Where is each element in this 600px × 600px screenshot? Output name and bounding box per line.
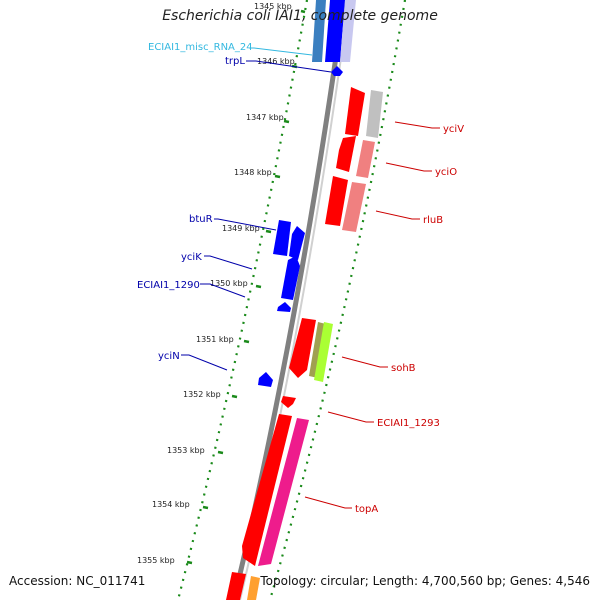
kbp-labels: 1345 kbp 1346 kbp 1347 kbp 1348 kbp 1349… (137, 2, 295, 565)
sohb-gene[interactable] (289, 318, 316, 378)
yciv-gene[interactable] (345, 87, 365, 136)
eciai1-1293-gene[interactable] (281, 396, 296, 408)
right-feature-labels: yciV yciO rluB sohB ECIAI1_1293 topA (355, 124, 464, 515)
kbp-label: 1354 kbp (152, 500, 190, 509)
ycio-gene[interactable] (336, 136, 356, 172)
feature-label[interactable]: ECIAI1_misc_RNA_24 (148, 42, 253, 53)
ycio-gene-pale[interactable] (356, 140, 375, 178)
kbp-label: 1346 kbp (257, 57, 295, 66)
kbp-label: 1349 kbp (222, 224, 260, 233)
sohb-gene-lime[interactable] (314, 322, 333, 382)
kbp-label: 1345 kbp (254, 2, 292, 11)
btur-gene-2[interactable] (289, 226, 305, 260)
eciai1-1293-callout (327, 411, 374, 423)
trpl-callout (246, 60, 332, 73)
gene-block[interactable] (325, 0, 345, 62)
genome-backbone (231, 0, 347, 600)
eciai1-1290-callout (200, 283, 246, 298)
rlub-gene[interactable] (325, 176, 348, 226)
feature-label[interactable]: ECIAI1_1293 (377, 418, 440, 429)
kbp-label: 1352 kbp (183, 390, 221, 399)
btur-callout (214, 218, 277, 231)
misc-rna-callout (249, 47, 313, 56)
feature-label[interactable]: rluB (423, 215, 443, 226)
left-feature-labels: ECIAI1_misc_RNA_24 trpL btuR yciK ECIAI1… (137, 42, 253, 362)
kbp-label: 1351 kbp (196, 335, 234, 344)
ycik-gene[interactable] (281, 256, 300, 300)
feature-label[interactable]: topA (355, 504, 378, 515)
reverse-strand-genes (258, 0, 356, 387)
feature-label[interactable]: sohB (391, 363, 416, 374)
forward-strand-genes (226, 87, 383, 600)
misc-rna-feature[interactable] (312, 0, 326, 62)
gene-block-shade[interactable] (340, 0, 356, 62)
kbp-label: 1355 kbp (137, 556, 175, 565)
accession-text: Accession: NC_011741 (9, 574, 146, 588)
yciv-gene-pale[interactable] (366, 90, 383, 138)
feature-label[interactable]: trpL (225, 56, 245, 67)
left-tick-ring (176, 0, 309, 600)
feature-label[interactable]: yciK (181, 252, 202, 263)
btur-gene[interactable] (273, 220, 291, 256)
rlub-gene-pale[interactable] (342, 182, 366, 232)
kbp-label: 1353 kbp (167, 446, 205, 455)
sohb-callout (341, 356, 388, 368)
eciai1-1290-gene[interactable] (277, 302, 291, 312)
ycio-callout (385, 162, 432, 172)
kbp-label: 1348 kbp (234, 168, 272, 177)
ycin-gene[interactable] (258, 372, 273, 387)
topa-callout (304, 496, 352, 509)
bottom-gene-red[interactable] (226, 572, 246, 600)
topa-gene-pink[interactable] (258, 418, 309, 566)
bottom-gene-orange[interactable] (247, 576, 260, 600)
topa-gene[interactable] (242, 414, 292, 566)
right-callouts (304, 121, 440, 509)
left-callouts (181, 47, 332, 371)
right-tick-ring (268, 0, 407, 600)
kbp-label: 1350 kbp (210, 279, 248, 288)
feature-label[interactable]: ECIAI1_1290 (137, 280, 200, 291)
map-title: Escherichia coli IAI1, complete genome (162, 8, 438, 24)
feature-label[interactable]: yciN (158, 351, 180, 362)
ycik-callout (204, 255, 253, 270)
kbp-label: 1347 kbp (246, 113, 284, 122)
yciv-callout (394, 121, 440, 129)
feature-label[interactable]: btuR (189, 214, 213, 225)
feature-label[interactable]: yciO (435, 167, 457, 178)
genome-summary-text: Topology: circular; Length: 4,700,560 bp… (260, 574, 590, 588)
rlub-callout (375, 210, 420, 220)
ycin-callout (181, 354, 228, 371)
feature-label[interactable]: yciV (443, 124, 464, 135)
trpl-arrow[interactable] (331, 66, 343, 76)
